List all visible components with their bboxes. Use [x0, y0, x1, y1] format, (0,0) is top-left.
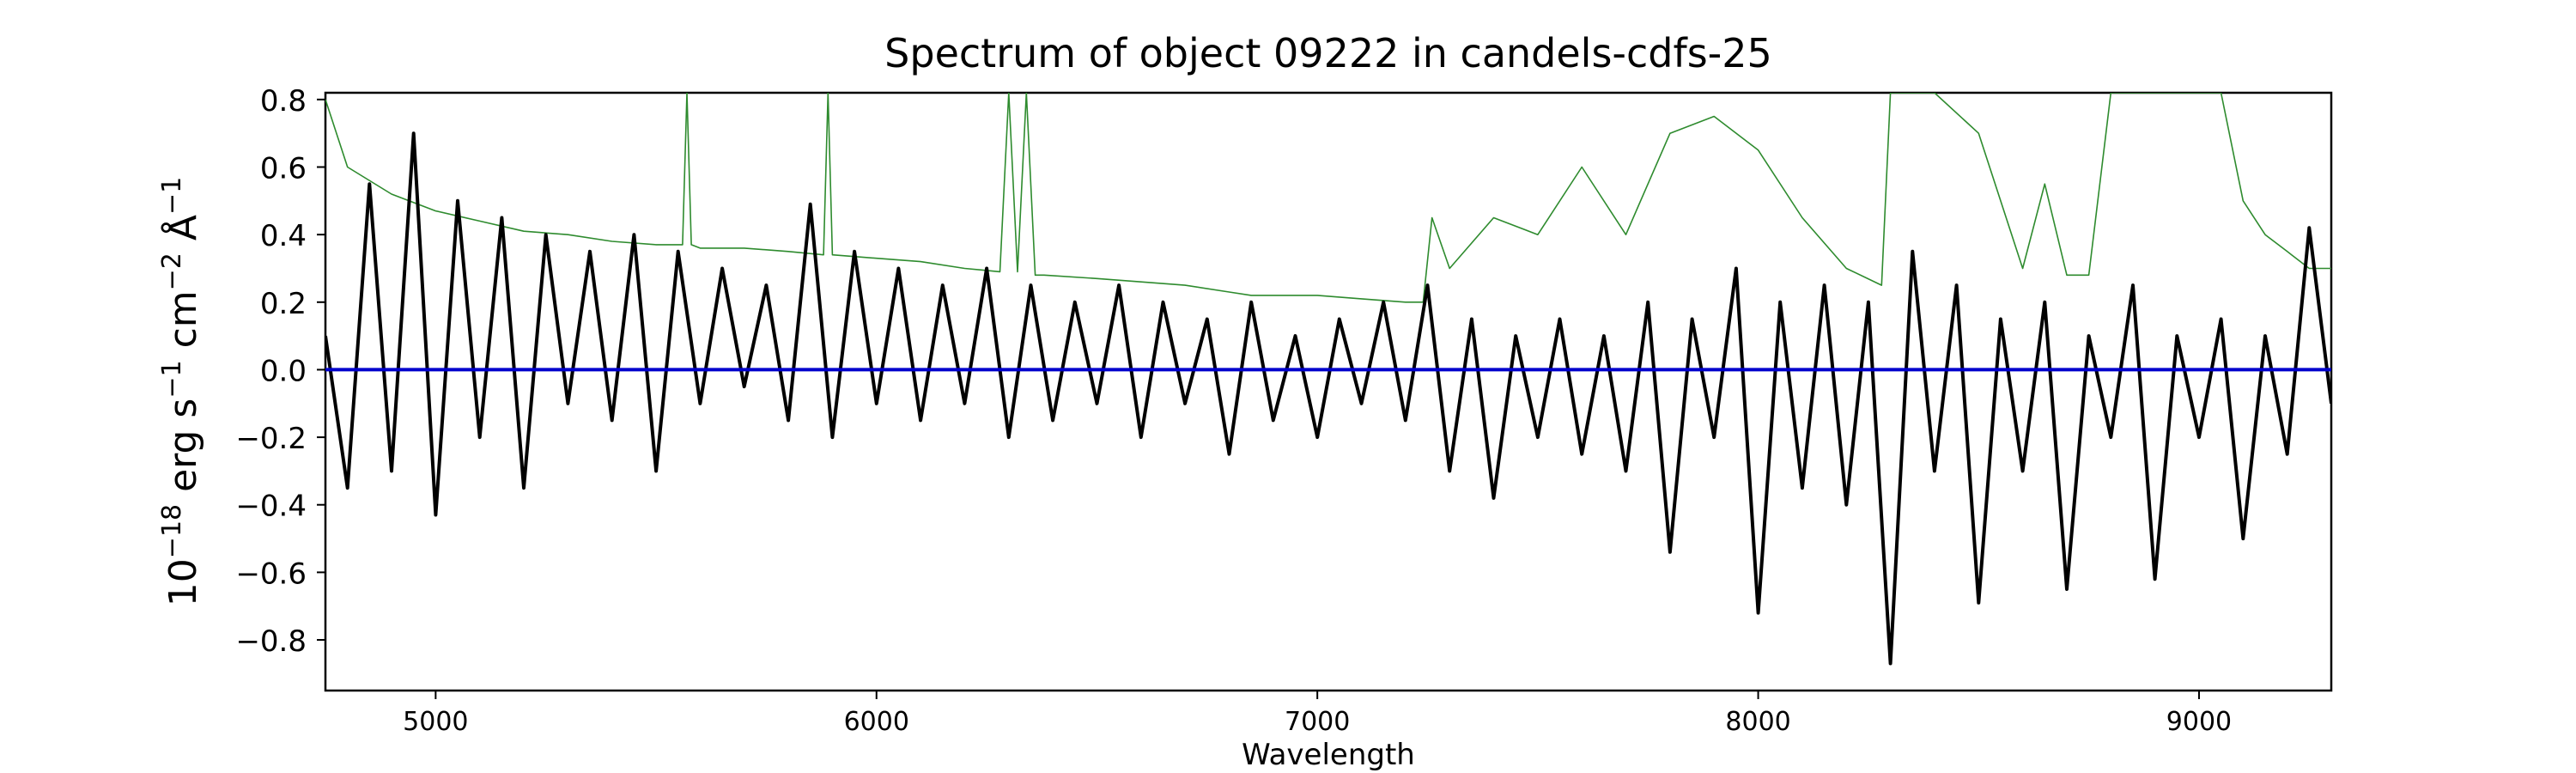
- x-tick-label: 5000: [403, 707, 468, 737]
- y-label-sup: −1: [157, 177, 187, 215]
- y-tick-label: −0.4: [235, 490, 307, 524]
- y-axis-label: 10−18 erg s−1 cm−2 Å−1: [157, 177, 205, 606]
- series-line-error: [325, 93, 2331, 303]
- svg-text:10−18 erg s−1 cm−2 Å−1: 10−18 erg s−1 cm−2 Å−1: [157, 177, 205, 606]
- series-line-flux: [325, 131, 2331, 666]
- y-label-part: 10: [161, 558, 205, 606]
- x-tick-label: 7000: [1285, 707, 1350, 737]
- y-tick-label: 0.2: [260, 287, 307, 321]
- x-tick-label: 9000: [2166, 707, 2232, 737]
- y-tick-label: 0.6: [260, 152, 307, 186]
- y-tick-label: 0.0: [260, 354, 307, 388]
- y-label-part: erg s: [161, 399, 205, 504]
- x-axis-label: Wavelength: [1242, 738, 1415, 772]
- y-tick-label: −0.6: [235, 557, 307, 591]
- y-label-sup: −18: [157, 504, 187, 558]
- y-tick-label: −0.8: [235, 624, 307, 659]
- y-tick-label: 0.8: [260, 84, 307, 119]
- y-axis: −0.8 −0.6 −0.4 −0.2 0.0 0.2 0.4 0.6 0.8: [235, 84, 325, 659]
- y-tick-label: 0.4: [260, 219, 307, 253]
- chart-title: Spectrum of object 09222 in candels-cdfs…: [884, 30, 1772, 76]
- y-label-sup: −2: [157, 253, 187, 290]
- y-tick-label: −0.2: [235, 422, 307, 456]
- x-axis: 5000 6000 7000 8000 9000: [403, 691, 2232, 737]
- series-layer: [325, 93, 2331, 666]
- y-label-part: cm: [161, 290, 205, 360]
- x-tick-label: 8000: [1725, 707, 1790, 737]
- y-label-sup: −1: [157, 360, 187, 398]
- x-tick-label: 6000: [844, 707, 909, 737]
- y-label-part: Å: [160, 215, 205, 253]
- plot-frame: [324, 91, 2333, 692]
- plot-area: [324, 91, 2333, 692]
